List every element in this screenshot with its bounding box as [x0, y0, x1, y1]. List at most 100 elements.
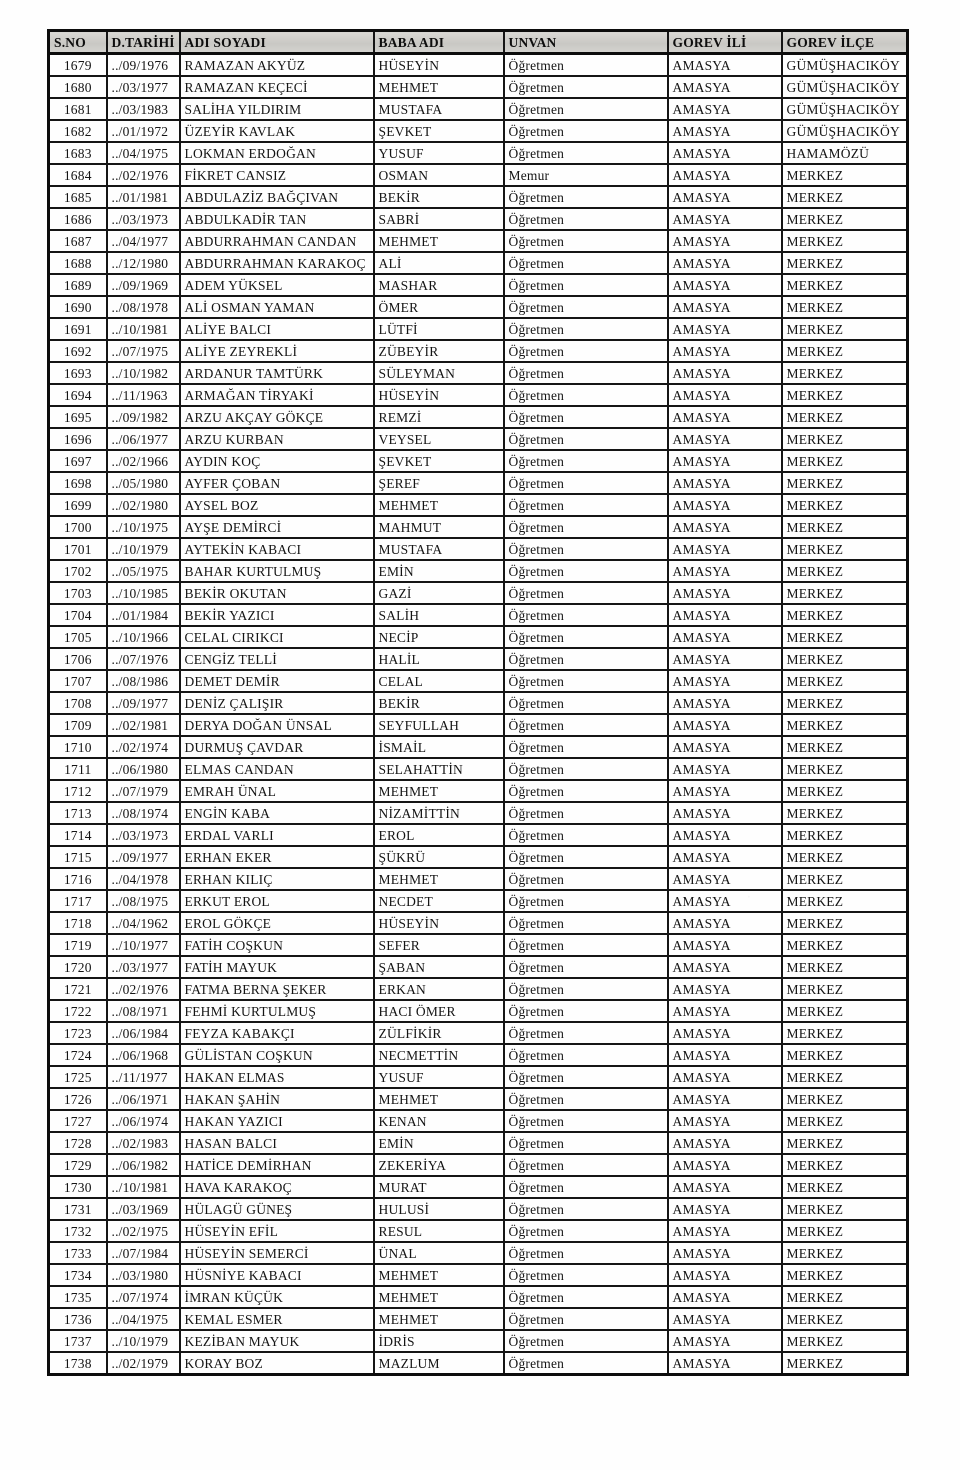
cell-name: FATMA BERNA ŞEKER	[178, 977, 375, 1001]
cell-name: ARZU KURBAN	[178, 427, 375, 451]
cell-name: İMRAN KÜÇÜK	[178, 1285, 375, 1309]
cell-district: GÜMÜŞHACIKÖY	[780, 97, 909, 121]
cell-title: Memur	[502, 163, 669, 187]
cell-sno: 1692	[47, 339, 108, 363]
cell-name: EMRAH ÜNAL	[178, 779, 375, 803]
cell-sno: 1695	[47, 405, 108, 429]
cell-district: MERKEZ	[780, 1175, 909, 1199]
cell-father: BEKİR	[372, 691, 505, 715]
cell-date: ../12/1980	[105, 251, 181, 275]
cell-title: Öğretmen	[502, 185, 669, 209]
cell-title: Öğretmen	[502, 603, 669, 627]
cell-province: AMASYA	[666, 229, 783, 253]
cell-district: MERKEZ	[780, 1131, 909, 1155]
cell-district: MERKEZ	[780, 647, 909, 671]
cell-province: AMASYA	[666, 845, 783, 869]
table-row: 1701 ../10/1979 AYTEKİN KABACI MUSTAFA Öğret…	[47, 537, 909, 561]
cell-province: AMASYA	[666, 251, 783, 275]
table-row: 1707 ../08/1986 DEMET DEMİR CELAL Öğretmen AM…	[47, 669, 909, 693]
table-row: 1738 ../02/1979 KORAY BOZ MAZLUM Öğretmen AMA…	[47, 1351, 909, 1376]
cell-province: AMASYA	[666, 1065, 783, 1089]
cell-sno: 1723	[47, 1021, 108, 1045]
cell-date: ../03/1969	[105, 1197, 181, 1221]
cell-title: Öğretmen	[502, 1131, 669, 1155]
cell-district: MERKEZ	[780, 1241, 909, 1265]
cell-sno: 1718	[47, 911, 108, 935]
table-row: 1708 ../09/1977 DENİZ ÇALIŞIR BEKİR Öğretmen…	[47, 691, 909, 715]
cell-sno: 1680	[47, 75, 108, 99]
table-row: 1697 ../02/1966 AYDIN KOÇ ŞEVKET Öğretmen AMA…	[47, 449, 909, 473]
personnel-table: S.NO D.TARİHİ ADI SOYADI BABA ADI UNVAN GOREV…	[47, 29, 909, 1376]
cell-father: MEHMET	[372, 75, 505, 99]
cell-date: ../08/1978	[105, 295, 181, 319]
cell-province: AMASYA	[666, 801, 783, 825]
table-row: 1695 ../09/1982 ARZU AKÇAY GÖKÇE REMZİ Öğret…	[47, 405, 909, 429]
cell-name: ARZU AKÇAY GÖKÇE	[178, 405, 375, 429]
cell-sno: 1726	[47, 1087, 108, 1111]
cell-title: Öğretmen	[502, 559, 669, 583]
cell-sno: 1733	[47, 1241, 108, 1265]
cell-district: MERKEZ	[780, 1307, 909, 1331]
cell-province: AMASYA	[666, 449, 783, 473]
cell-district: MERKEZ	[780, 889, 909, 913]
cell-father: REMZİ	[372, 405, 505, 429]
cell-district: MERKEZ	[780, 1153, 909, 1177]
cell-sno: 1705	[47, 625, 108, 649]
table-row: 1714 ../03/1973 ERDAL VARLI EROL Öğretmen AMA…	[47, 823, 909, 847]
cell-father: HALİL	[372, 647, 505, 671]
cell-date: ../03/1977	[105, 955, 181, 979]
cell-sno: 1703	[47, 581, 108, 605]
cell-father: MUSTAFA	[372, 537, 505, 561]
cell-province: AMASYA	[666, 1351, 783, 1376]
table-row: 1698 ../05/1980 AYFER ÇOBAN ŞEREF Öğretmen AM…	[47, 471, 909, 495]
column-header-title: UNVAN	[502, 29, 669, 55]
cell-father: SABRİ	[372, 207, 505, 231]
cell-province: AMASYA	[666, 1109, 783, 1133]
cell-title: Öğretmen	[502, 691, 669, 715]
cell-name: DEMET DEMİR	[178, 669, 375, 693]
cell-name: ERHAN EKER	[178, 845, 375, 869]
cell-province: AMASYA	[666, 1021, 783, 1045]
cell-sno: 1685	[47, 185, 108, 209]
table-row: 1687 ../04/1977 ABDURRAHMAN CANDAN MEHMET Öğ…	[47, 229, 909, 253]
cell-province: AMASYA	[666, 141, 783, 165]
cell-title: Öğretmen	[502, 405, 669, 429]
cell-name: HÜSEYİN EFİL	[178, 1219, 375, 1243]
cell-father: GAZİ	[372, 581, 505, 605]
cell-date: ../02/1975	[105, 1219, 181, 1243]
cell-district: MERKEZ	[780, 295, 909, 319]
cell-title: Öğretmen	[502, 1021, 669, 1045]
cell-title: Öğretmen	[502, 1197, 669, 1221]
cell-title: Öğretmen	[502, 1263, 669, 1287]
cell-district: MERKEZ	[780, 823, 909, 847]
cell-sno: 1711	[47, 757, 108, 781]
cell-date: ../09/1977	[105, 691, 181, 715]
cell-date: ../08/1971	[105, 999, 181, 1023]
table-row: 1693 ../10/1982 ARDANUR TAMTÜRK SÜLEYMAN Öğr…	[47, 361, 909, 385]
cell-date: ../03/1983	[105, 97, 181, 121]
cell-district: MERKEZ	[780, 515, 909, 539]
cell-district: MERKEZ	[780, 471, 909, 495]
table-row: 1713 ../08/1974 ENGİN KABA NİZAMİTTİN Öğretm…	[47, 801, 909, 825]
cell-date: ../09/1976	[105, 52, 181, 77]
cell-date: ../05/1975	[105, 559, 181, 583]
cell-sno: 1700	[47, 515, 108, 539]
cell-sno: 1704	[47, 603, 108, 627]
cell-date: ../04/1962	[105, 911, 181, 935]
table-header-row: S.NO D.TARİHİ ADI SOYADI BABA ADI UNVAN GOREV…	[47, 29, 909, 55]
cell-district: MERKEZ	[780, 1263, 909, 1287]
cell-date: ../06/1984	[105, 1021, 181, 1045]
cell-sno: 1724	[47, 1043, 108, 1067]
cell-date: ../11/1977	[105, 1065, 181, 1089]
column-header-name: ADI SOYADI	[178, 29, 375, 55]
cell-sno: 1714	[47, 823, 108, 847]
cell-district: MERKEZ	[780, 427, 909, 451]
cell-title: Öğretmen	[502, 317, 669, 341]
cell-title: Öğretmen	[502, 1241, 669, 1265]
cell-sno: 1679	[47, 52, 108, 77]
cell-sno: 1689	[47, 273, 108, 297]
cell-sno: 1707	[47, 669, 108, 693]
cell-father: ZÜLFİKİR	[372, 1021, 505, 1045]
cell-district: MERKEZ	[780, 713, 909, 737]
